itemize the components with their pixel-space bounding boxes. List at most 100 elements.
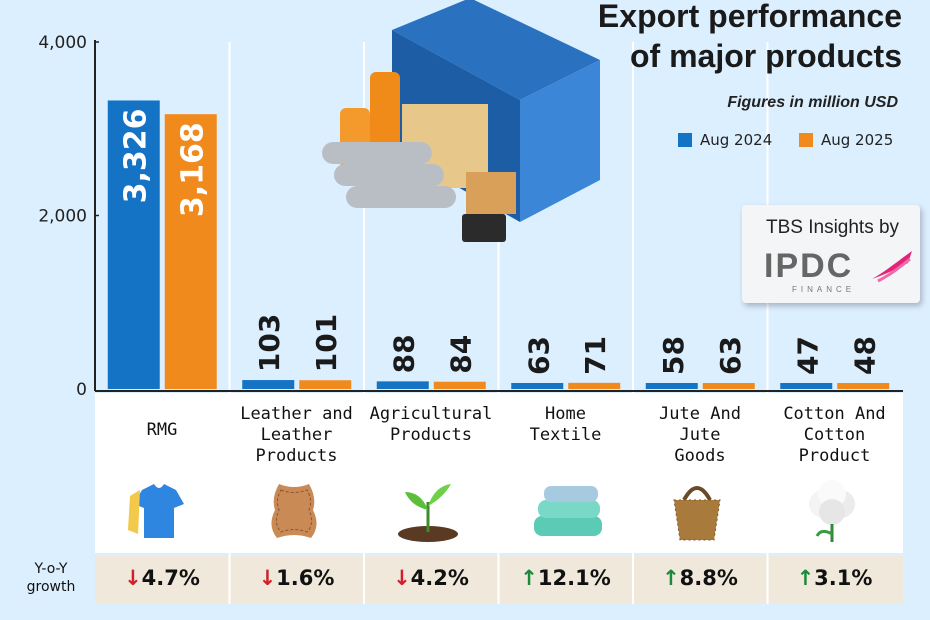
bar-aug-2025 <box>837 383 890 389</box>
yoy-growth-value: ↓4.7% <box>95 566 229 590</box>
branding-by-text: TBS Insights by <box>766 217 900 238</box>
category-label-line: Agricultural <box>369 404 493 424</box>
category-label-line: Jute And <box>659 404 741 424</box>
data-label-aug-2025: 71 <box>579 336 612 375</box>
category-label-line: Leather and <box>240 404 353 424</box>
data-label-aug-2025: 63 <box>714 336 747 375</box>
data-label-aug-2024: 103 <box>253 314 286 372</box>
data-label-aug-2024: 58 <box>657 336 690 375</box>
arrow-down-icon: ↓ <box>124 566 142 590</box>
legend-label-aug-2025: Aug 2025 <box>821 131 894 149</box>
arrow-up-icon: ↑ <box>796 566 815 590</box>
yoy-growth-value: ↓4.2% <box>364 566 498 590</box>
category-label-line: Products <box>390 425 472 445</box>
yoy-growth-value: ↓1.6% <box>230 566 364 590</box>
y-tick-label: 2,000 <box>38 207 87 227</box>
bar-aug-2025 <box>568 382 621 389</box>
bar-aug-2024 <box>376 381 429 389</box>
bar-aug-2024 <box>511 383 564 389</box>
category-label-line: Product <box>798 446 871 466</box>
data-label-aug-2025: 101 <box>310 314 343 372</box>
category-label-line: Leather <box>260 425 333 445</box>
data-label-aug-2024: 88 <box>388 334 421 373</box>
container-front <box>520 60 600 222</box>
data-label-aug-2024: 63 <box>522 336 555 375</box>
category-label-line: Cotton <box>803 425 866 445</box>
category-label: RMG <box>95 420 229 441</box>
arrow-down-icon: ↓ <box>258 566 277 590</box>
bar-aug-2024 <box>780 383 833 389</box>
steel-pipes-icon <box>346 186 456 208</box>
arrow-down-icon: ↓ <box>393 566 411 590</box>
arrow-up-icon: ↑ <box>662 566 680 590</box>
tshirt-icon <box>124 476 194 550</box>
legend-swatch-aug-2024 <box>678 133 692 147</box>
chart-subtitle: Figures in million USD <box>727 94 898 111</box>
leather-hide-icon <box>259 476 329 550</box>
category-label-line: Jute <box>679 425 721 445</box>
growth-percent: 1.6% <box>276 566 335 590</box>
yoy-growth-label: Y-o-Y growth <box>20 560 82 596</box>
category-label: Home Textile <box>499 404 633 446</box>
logo-swoosh-icon <box>872 251 912 283</box>
category-label-line: Products <box>255 446 338 466</box>
category-label: Agricultural Products <box>364 404 498 446</box>
shipping-container-icon <box>392 0 600 100</box>
yoy-growth-value: ↑12.1% <box>499 566 633 590</box>
y-tick-label: 4,000 <box>38 33 87 53</box>
y-tick-label: 0 <box>76 380 87 400</box>
jute-bag-icon <box>662 476 732 550</box>
bar-aug-2025 <box>702 383 755 389</box>
growth-percent: 4.7% <box>141 566 200 590</box>
bar-aug-2025 <box>299 380 352 389</box>
data-label-aug-2025: 48 <box>848 336 881 375</box>
data-label-aug-2024: 47 <box>791 336 824 375</box>
category-label: Cotton And Cotton Product <box>768 404 902 467</box>
branding-card: TBS Insights by IPDC FINANCE <box>742 205 920 303</box>
yoy-label-line-2: growth <box>26 579 76 595</box>
growth-percent: 4.2% <box>410 566 469 590</box>
ipdc-logo: IPDC <box>764 247 912 286</box>
legend-item-aug-2024: Aug 2024 <box>678 131 772 149</box>
data-label-aug-2024: 3,326 <box>119 108 154 203</box>
growth-percent: 8.8% <box>679 566 738 590</box>
yoy-growth-value: ↑3.1% <box>768 566 902 590</box>
legend-item-aug-2025: Aug 2025 <box>799 131 893 149</box>
category-label-line: Home <box>545 404 586 424</box>
yoy-label-line-1: Y-o-Y <box>34 561 68 577</box>
category-label-line: Goods <box>674 446 726 466</box>
growth-percent: 3.1% <box>814 566 873 590</box>
bar-aug-2024 <box>107 100 160 390</box>
category-label-line: Cotton And <box>783 404 886 424</box>
chart-title: Export performance of major products <box>598 0 902 76</box>
legend-swatch-aug-2025 <box>799 133 813 147</box>
bar-aug-2025 <box>164 114 217 390</box>
cotton-boll-icon <box>797 476 867 550</box>
data-label-aug-2025: 3,168 <box>176 122 211 217</box>
title-line-2: of major products <box>629 38 902 74</box>
category-label-line: Textile <box>529 425 602 445</box>
steel-pipes-icon <box>334 164 444 186</box>
folded-towels-icon <box>528 476 608 550</box>
category-label-line: RMG <box>146 420 178 440</box>
steel-pipes-icon <box>322 142 432 164</box>
machine-part-icon <box>462 214 506 242</box>
category-label: Jute And Jute Goods <box>633 404 767 467</box>
data-label-aug-2025: 84 <box>445 335 478 374</box>
logo-subtext: FINANCE <box>792 285 856 294</box>
title-line-1: Export performance <box>597 0 902 34</box>
yoy-growth-value: ↑8.8% <box>633 566 767 590</box>
bar-aug-2025 <box>433 381 486 389</box>
category-label: Leather and Leather Products <box>230 404 364 467</box>
bar-aug-2024 <box>645 383 698 389</box>
arrow-up-icon: ↑ <box>520 566 538 590</box>
growth-percent: 12.1% <box>537 566 611 590</box>
oil-barrel-icon <box>370 72 400 152</box>
seedling-icon <box>393 476 463 550</box>
bar-aug-2024 <box>242 380 295 389</box>
legend-label-aug-2024: Aug 2024 <box>700 131 773 149</box>
logo-text: IPDC <box>764 247 854 285</box>
cardboard-box-icon <box>466 172 516 214</box>
